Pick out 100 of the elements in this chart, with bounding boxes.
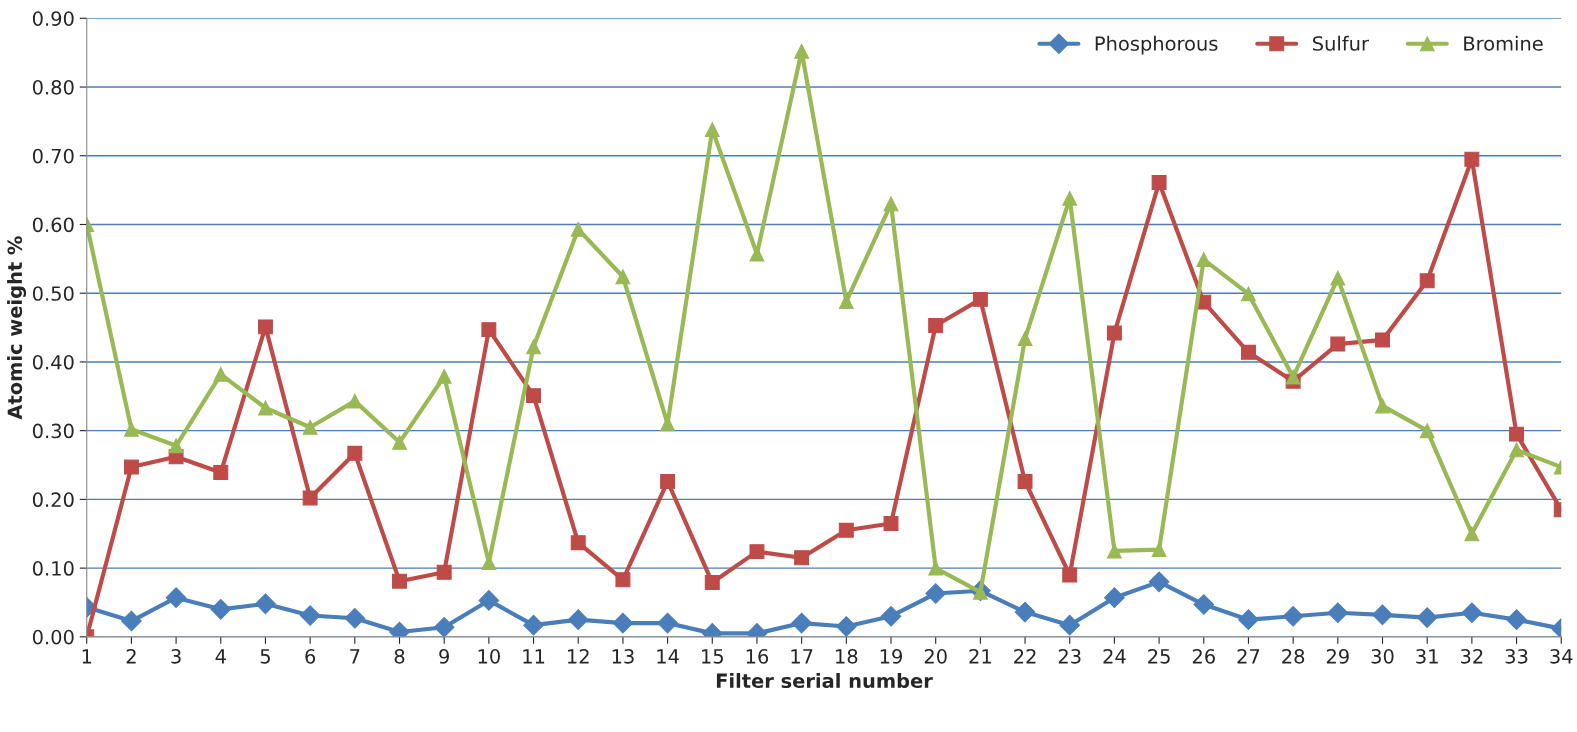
point	[526, 388, 542, 404]
point	[1106, 325, 1122, 341]
x-tick-label: 1	[82, 649, 92, 664]
point	[1017, 331, 1033, 347]
x-axis-title: Filter serial number	[716, 673, 933, 689]
x-tick-label: 12	[568, 648, 589, 664]
x-tick-label: 27	[1237, 648, 1260, 664]
legend-label: Bromine	[1464, 35, 1543, 51]
point	[168, 438, 184, 454]
x-tick-label: 22	[1014, 648, 1036, 664]
y-tick-label: 0.50	[32, 286, 74, 301]
point	[791, 612, 812, 634]
x-tick-label: 33	[1505, 648, 1528, 664]
point	[612, 612, 634, 634]
legend-label: Sulfur	[1313, 35, 1369, 51]
point	[1509, 442, 1525, 458]
point	[657, 612, 678, 634]
y-tick-label: 0.30	[32, 423, 74, 439]
point	[1419, 423, 1435, 439]
point	[299, 605, 321, 626]
point	[1106, 543, 1122, 559]
point	[433, 616, 455, 637]
point	[347, 445, 363, 461]
point	[1372, 604, 1393, 626]
x-tick-label: 28	[1282, 648, 1305, 664]
point	[1014, 601, 1036, 623]
point	[392, 434, 407, 450]
point	[928, 560, 944, 576]
point	[883, 196, 899, 212]
point	[1285, 369, 1301, 385]
point	[704, 122, 720, 138]
point	[121, 610, 142, 632]
point	[1506, 609, 1527, 630]
x-tick-label: 31	[1416, 648, 1438, 664]
y-tick-label: 0.20	[32, 492, 74, 508]
x-tick-label: 14	[657, 649, 679, 664]
point	[570, 535, 586, 551]
point	[835, 616, 857, 637]
x-tick-label: 20	[924, 648, 947, 664]
point	[1416, 607, 1438, 628]
x-tick-label: 24	[1103, 648, 1126, 664]
point	[883, 515, 899, 531]
point	[1330, 270, 1346, 286]
x-tick-label: 2	[126, 648, 136, 664]
point	[165, 587, 187, 609]
point	[1375, 332, 1390, 348]
point	[1193, 594, 1215, 615]
point	[567, 609, 589, 630]
x-tick-label: 13	[612, 648, 634, 664]
y-tick-label: 0.90	[32, 11, 74, 26]
point	[344, 607, 366, 629]
point	[526, 339, 542, 355]
point	[1282, 605, 1304, 627]
point	[347, 393, 363, 409]
x-tick-label: 34	[1550, 648, 1573, 664]
point	[1017, 474, 1033, 489]
x-tick-label: 9	[439, 648, 450, 664]
point	[794, 550, 810, 566]
point	[481, 322, 497, 338]
x-tick-label: 7	[350, 649, 360, 664]
point	[436, 368, 452, 384]
y-tick-label: 0.60	[32, 217, 74, 233]
point	[880, 605, 902, 627]
point	[1059, 614, 1081, 636]
point	[1062, 190, 1078, 206]
x-tick-label: 26	[1192, 648, 1215, 664]
y-axis-title: Atomic weight %	[7, 236, 27, 420]
y-tick-label: 0.00	[32, 629, 74, 645]
x-tick-label: 18	[836, 648, 858, 664]
point	[302, 490, 318, 506]
x-tick-label: 6	[305, 648, 316, 664]
point	[210, 599, 232, 620]
point	[928, 318, 944, 333]
point	[1238, 609, 1259, 630]
x-tick-label: 8	[394, 648, 405, 664]
x-tick-label: 30	[1371, 648, 1394, 664]
point	[1104, 587, 1125, 609]
point	[1240, 286, 1256, 302]
x-tick-label: 5	[260, 649, 270, 664]
point	[123, 459, 139, 475]
point	[972, 291, 988, 307]
x-tick-label: 23	[1058, 648, 1081, 664]
point	[1509, 426, 1525, 442]
point	[570, 221, 586, 237]
x-tick-label: 11	[523, 649, 545, 664]
y-tick-label: 0.70	[32, 148, 74, 164]
point	[704, 575, 720, 591]
x-tick-label: 25	[1148, 648, 1170, 664]
x-tick-label: 29	[1326, 648, 1349, 664]
point	[794, 43, 810, 59]
point	[436, 564, 452, 580]
x-tick-label: 17	[791, 649, 813, 664]
point	[1062, 567, 1078, 583]
point	[838, 522, 854, 538]
point	[1240, 344, 1256, 360]
y-tick-label: 0.10	[32, 561, 74, 576]
x-tick-label: 16	[746, 648, 769, 664]
point	[392, 573, 407, 589]
point	[1464, 526, 1480, 542]
x-tick-label: 10	[478, 648, 500, 664]
